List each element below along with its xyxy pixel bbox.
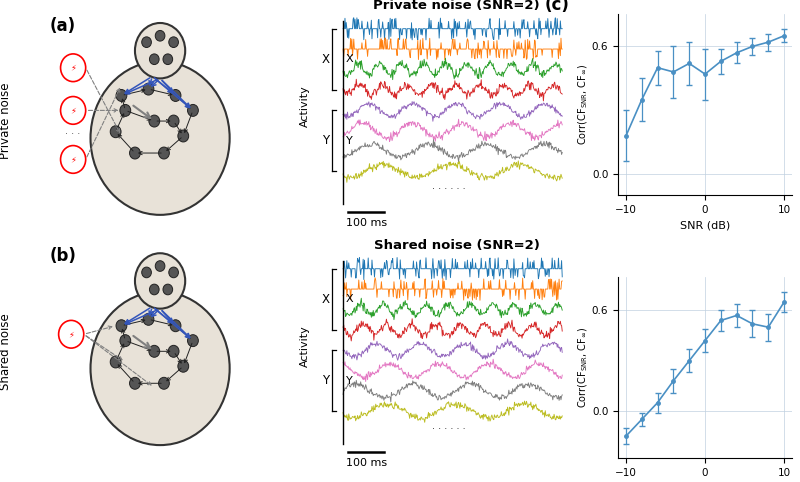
Circle shape bbox=[178, 130, 189, 142]
Circle shape bbox=[149, 115, 160, 127]
Text: Activity: Activity bbox=[300, 325, 310, 367]
Circle shape bbox=[150, 284, 159, 295]
Circle shape bbox=[168, 345, 179, 357]
Text: Shared noise: Shared noise bbox=[0, 313, 12, 389]
Circle shape bbox=[150, 54, 159, 65]
Circle shape bbox=[143, 83, 154, 95]
Circle shape bbox=[155, 30, 165, 41]
Circle shape bbox=[170, 90, 181, 101]
Text: · · · · · ·: · · · · · · bbox=[432, 185, 466, 194]
Circle shape bbox=[158, 147, 170, 159]
Circle shape bbox=[169, 267, 178, 278]
Text: Y: Y bbox=[322, 374, 330, 387]
Circle shape bbox=[110, 126, 121, 138]
Y-axis label: Corr(CF$_\mathregular{SNR}$, CF$_\infty$): Corr(CF$_\mathregular{SNR}$, CF$_\infty$… bbox=[577, 327, 590, 408]
Ellipse shape bbox=[90, 292, 230, 445]
Ellipse shape bbox=[135, 23, 186, 79]
Text: · · · · · ·: · · · · · · bbox=[432, 425, 466, 434]
Text: (c): (c) bbox=[545, 0, 570, 14]
Text: Y: Y bbox=[322, 134, 330, 147]
Text: X: X bbox=[322, 293, 330, 306]
Circle shape bbox=[178, 360, 189, 372]
Circle shape bbox=[142, 37, 151, 48]
Circle shape bbox=[142, 267, 151, 278]
Text: Private noise: Private noise bbox=[0, 83, 12, 160]
Text: ⚡: ⚡ bbox=[70, 106, 76, 115]
Circle shape bbox=[110, 356, 121, 368]
Circle shape bbox=[149, 345, 160, 357]
Text: Shared noise (SNR=2): Shared noise (SNR=2) bbox=[374, 240, 540, 253]
Circle shape bbox=[120, 335, 130, 347]
Text: X: X bbox=[346, 54, 354, 64]
Text: (a): (a) bbox=[50, 16, 76, 35]
Circle shape bbox=[130, 147, 140, 159]
Ellipse shape bbox=[135, 253, 186, 308]
Circle shape bbox=[163, 284, 173, 295]
Text: Y: Y bbox=[346, 135, 353, 146]
Circle shape bbox=[163, 54, 173, 65]
Circle shape bbox=[158, 377, 170, 389]
Circle shape bbox=[120, 105, 130, 116]
Circle shape bbox=[116, 90, 127, 101]
Circle shape bbox=[130, 377, 140, 389]
Ellipse shape bbox=[90, 61, 230, 215]
Circle shape bbox=[187, 105, 198, 116]
Text: (b): (b) bbox=[50, 247, 77, 265]
Y-axis label: Corr(CF$_\mathregular{SNR}$, CF$_\infty$): Corr(CF$_\mathregular{SNR}$, CF$_\infty$… bbox=[577, 65, 590, 146]
Circle shape bbox=[187, 335, 198, 347]
Text: 100 ms: 100 ms bbox=[346, 218, 386, 228]
Circle shape bbox=[168, 115, 179, 127]
Text: Activity: Activity bbox=[300, 85, 310, 127]
Text: Y: Y bbox=[346, 375, 353, 386]
Text: 100 ms: 100 ms bbox=[346, 458, 386, 468]
Text: X: X bbox=[346, 294, 354, 304]
Circle shape bbox=[143, 313, 154, 325]
Text: ⚡: ⚡ bbox=[70, 155, 76, 164]
Circle shape bbox=[116, 320, 127, 332]
Circle shape bbox=[170, 320, 181, 332]
Text: Private noise (SNR=2): Private noise (SNR=2) bbox=[374, 0, 540, 13]
Text: ⚡: ⚡ bbox=[68, 330, 74, 339]
Text: ⚡: ⚡ bbox=[70, 63, 76, 72]
Circle shape bbox=[169, 37, 178, 48]
X-axis label: SNR (dB): SNR (dB) bbox=[680, 221, 730, 231]
Text: · · ·: · · · bbox=[66, 129, 81, 139]
Text: X: X bbox=[322, 53, 330, 66]
Circle shape bbox=[155, 261, 165, 271]
